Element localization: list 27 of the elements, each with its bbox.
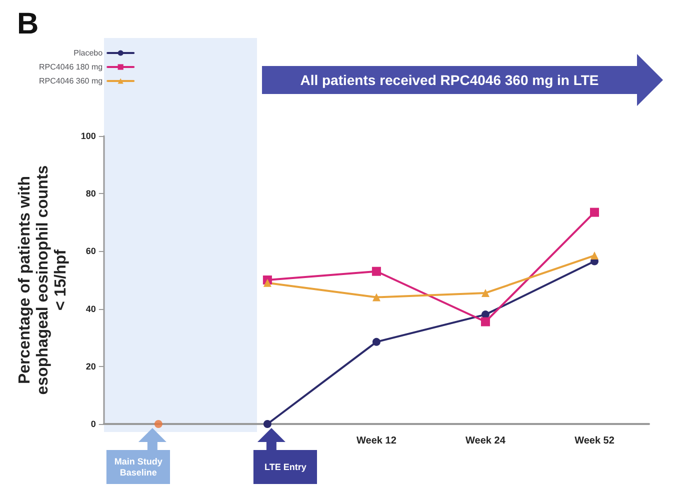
point xyxy=(372,338,380,346)
y-axis-title: Percentage of patients with esophageal eosinophil counts < 15/hpf xyxy=(16,165,70,395)
point xyxy=(481,288,490,297)
point xyxy=(480,317,490,326)
text: All patients received RPC4046 360 mg in LTE xyxy=(300,72,599,88)
y-tick-label: 100 xyxy=(80,131,96,141)
legend-label: RPC4046 360 mg xyxy=(39,76,103,86)
point xyxy=(154,420,162,428)
y-tick-label: 40 xyxy=(86,304,96,314)
y-tick-label: 80 xyxy=(86,188,96,199)
chart-title: B xyxy=(17,8,39,40)
x-tick-label: Week 24 xyxy=(466,436,506,446)
x-tick-label: Week 12 xyxy=(356,436,397,446)
point xyxy=(372,293,380,302)
text: LTE Entry xyxy=(264,462,306,472)
point xyxy=(590,208,599,217)
point xyxy=(590,252,598,260)
point xyxy=(372,266,381,276)
y-tick-label: 0 xyxy=(90,419,96,429)
text: Main Study Baseline xyxy=(114,456,162,478)
point xyxy=(263,278,272,287)
y-tick-label: 20 xyxy=(86,361,96,372)
legend-label: Placebo xyxy=(74,48,104,58)
x-tick-label: Week 52 xyxy=(574,436,615,446)
y-tick-label: 60 xyxy=(86,246,96,256)
point xyxy=(263,420,272,428)
legend-label: RPC4046 180 mg xyxy=(39,62,103,72)
